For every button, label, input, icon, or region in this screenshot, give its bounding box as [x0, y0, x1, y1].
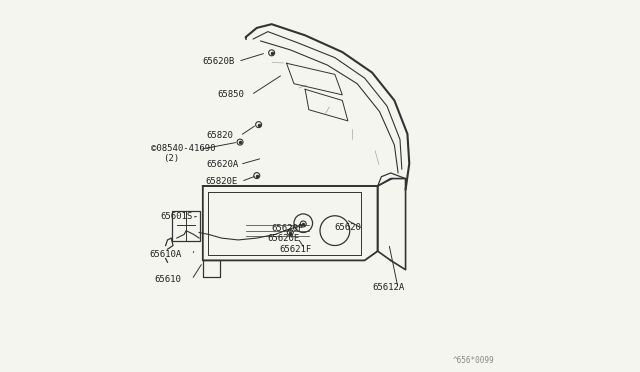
Text: 65620: 65620	[334, 223, 361, 232]
Text: 65620B: 65620B	[203, 57, 235, 66]
Text: 65820E: 65820E	[205, 177, 237, 186]
Text: ©08540-41690: ©08540-41690	[151, 144, 215, 153]
Text: 65820: 65820	[207, 131, 234, 140]
Text: (2): (2)	[163, 154, 179, 163]
Text: 65610: 65610	[154, 275, 181, 283]
Text: 65850: 65850	[218, 90, 244, 99]
Text: 65612A: 65612A	[372, 283, 404, 292]
Text: ^656*0099: ^656*0099	[453, 356, 495, 365]
Text: 65610A: 65610A	[150, 250, 182, 259]
Text: 65620E: 65620E	[267, 234, 300, 243]
Text: 65620A: 65620A	[207, 160, 239, 169]
Text: 65601S: 65601S	[160, 212, 192, 221]
Text: 65621F: 65621F	[279, 245, 311, 254]
Text: 65620F: 65620F	[271, 224, 303, 233]
